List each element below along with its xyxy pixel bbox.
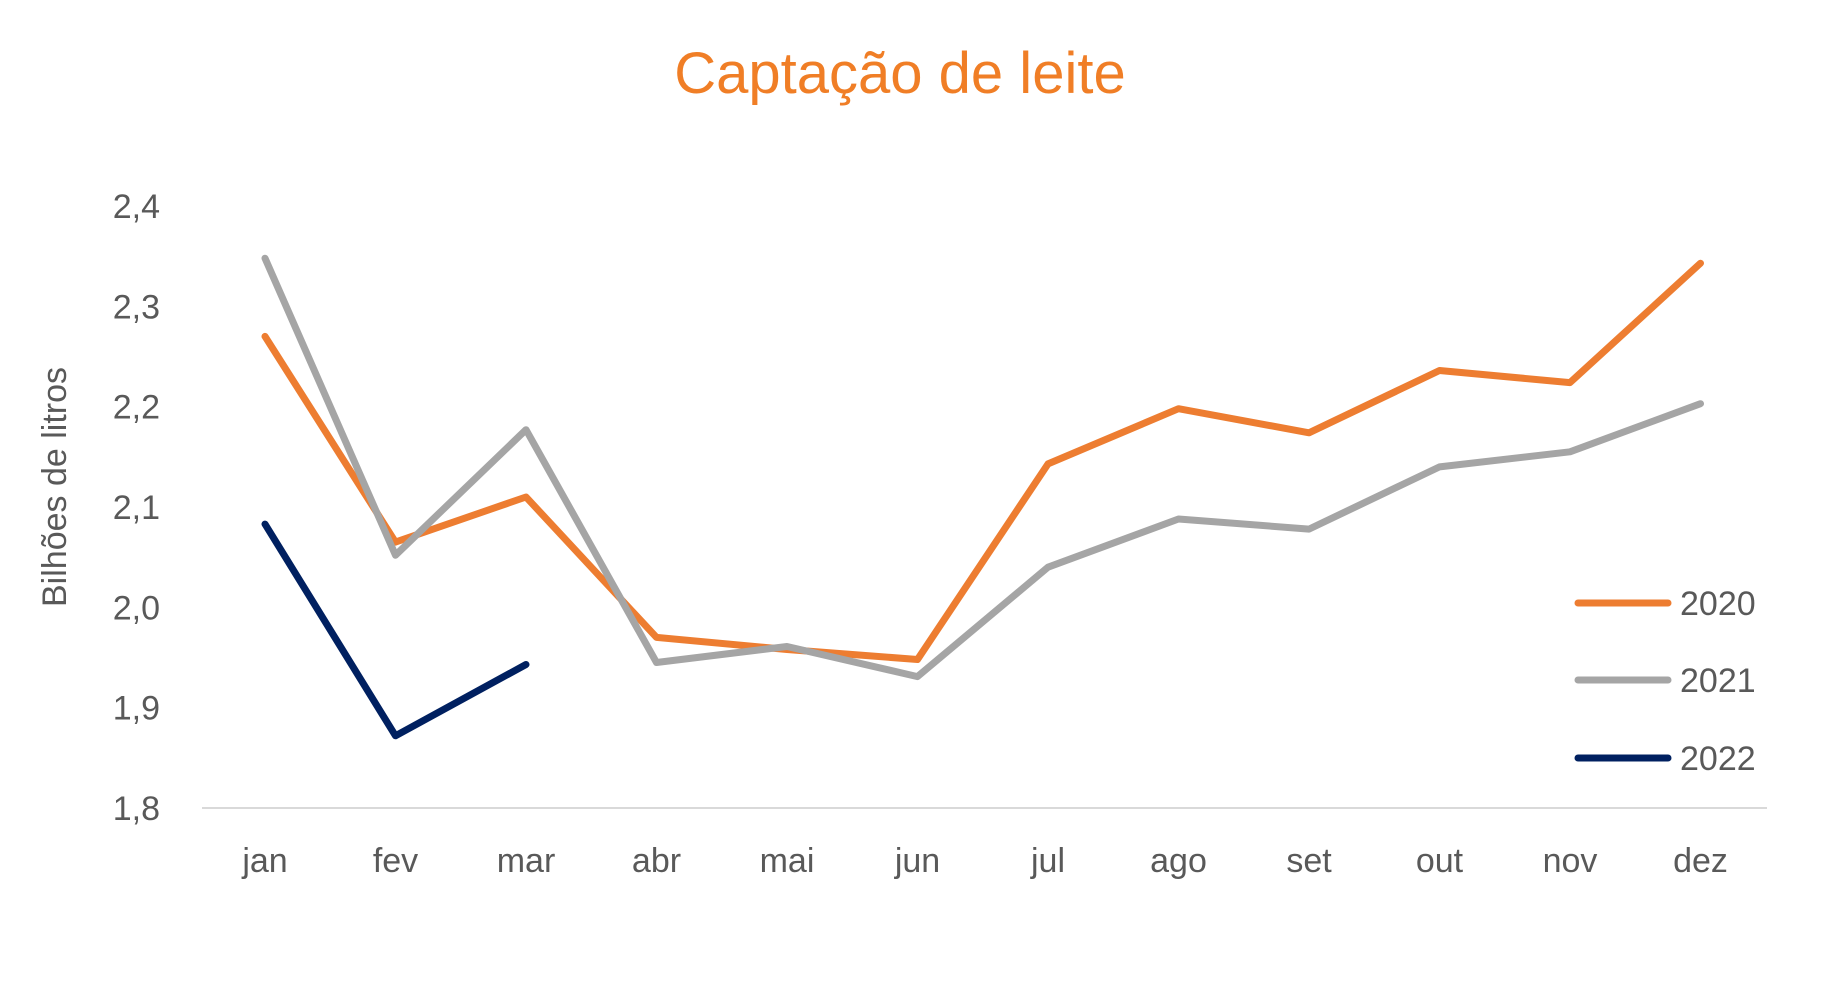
chart-title: Captação de leite bbox=[674, 41, 1125, 106]
y-axis-ticks: 1,8 1,9 2,0 2,1 2,2 2,3 2,4 bbox=[113, 188, 160, 828]
series-line-2022 bbox=[261, 520, 530, 740]
x-axis-ticks: jan fev mar abr mai jun jul ago set out nov dez bbox=[241, 842, 1728, 880]
x-tick-label: mar bbox=[497, 842, 556, 880]
legend-label-2020: 2020 bbox=[1680, 585, 1756, 623]
y-axis-title: Bilhões de litros bbox=[36, 367, 74, 607]
x-tick-label: mai bbox=[760, 842, 815, 880]
x-tick-label: abr bbox=[632, 842, 681, 880]
x-tick-label: jan bbox=[241, 842, 287, 880]
x-tick-label: out bbox=[1416, 842, 1464, 880]
y-tick-label: 2,3 bbox=[113, 288, 160, 326]
series-line-2021 bbox=[261, 254, 1704, 681]
y-tick-label: 1,9 bbox=[113, 690, 160, 728]
legend-label-2021: 2021 bbox=[1680, 662, 1756, 700]
x-tick-label: dez bbox=[1673, 842, 1728, 880]
x-tick-label: nov bbox=[1543, 842, 1598, 880]
legend-label-2022: 2022 bbox=[1680, 740, 1756, 778]
y-tick-label: 1,8 bbox=[113, 790, 160, 828]
series-lines bbox=[261, 254, 1704, 740]
x-tick-label: jul bbox=[1030, 842, 1065, 880]
x-tick-label: fev bbox=[373, 842, 418, 880]
x-tick-label: ago bbox=[1150, 842, 1207, 880]
y-tick-label: 2,1 bbox=[113, 489, 160, 527]
x-tick-label: set bbox=[1286, 842, 1332, 880]
series-line-2020 bbox=[261, 259, 1704, 663]
legend: 2020 2021 2022 bbox=[1574, 585, 1756, 778]
x-tick-label: jun bbox=[894, 842, 940, 880]
y-tick-label: 2,0 bbox=[113, 589, 160, 627]
y-tick-label: 2,2 bbox=[113, 389, 160, 427]
y-tick-label: 2,4 bbox=[113, 188, 160, 226]
